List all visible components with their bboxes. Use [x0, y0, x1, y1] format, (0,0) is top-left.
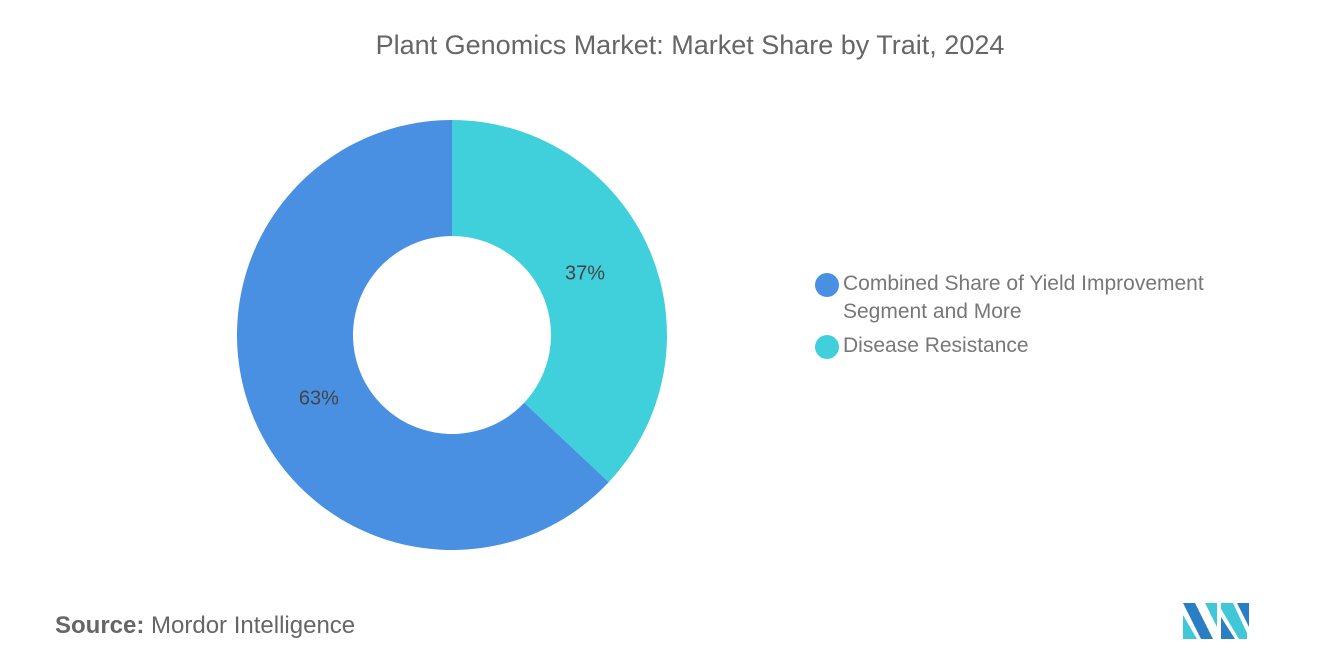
- legend-label: Combined Share of Yield Improvement Segm…: [843, 272, 1204, 323]
- data-label: 37%: [565, 263, 605, 285]
- legend-label: Disease Resistance: [843, 334, 1029, 357]
- legend-swatch: [815, 335, 839, 359]
- legend-item: Disease Resistance: [815, 332, 1255, 360]
- slice-1: [237, 120, 609, 550]
- legend-item: Combined Share of Yield Improvement Segm…: [815, 270, 1255, 326]
- legend-swatch: [815, 273, 839, 297]
- source-value: Mordor Intelligence: [151, 612, 356, 639]
- legend: Combined Share of Yield Improvement Segm…: [815, 270, 1255, 366]
- chart-title: Plant Genomics Market: Market Share by T…: [375, 30, 1005, 60]
- mordor-logo: [1183, 603, 1249, 639]
- source-label: Source:: [55, 612, 145, 639]
- slice-0: [452, 120, 667, 483]
- source-note: Source: Mordor Intelligence: [55, 612, 355, 640]
- data-label: 63%: [299, 387, 339, 409]
